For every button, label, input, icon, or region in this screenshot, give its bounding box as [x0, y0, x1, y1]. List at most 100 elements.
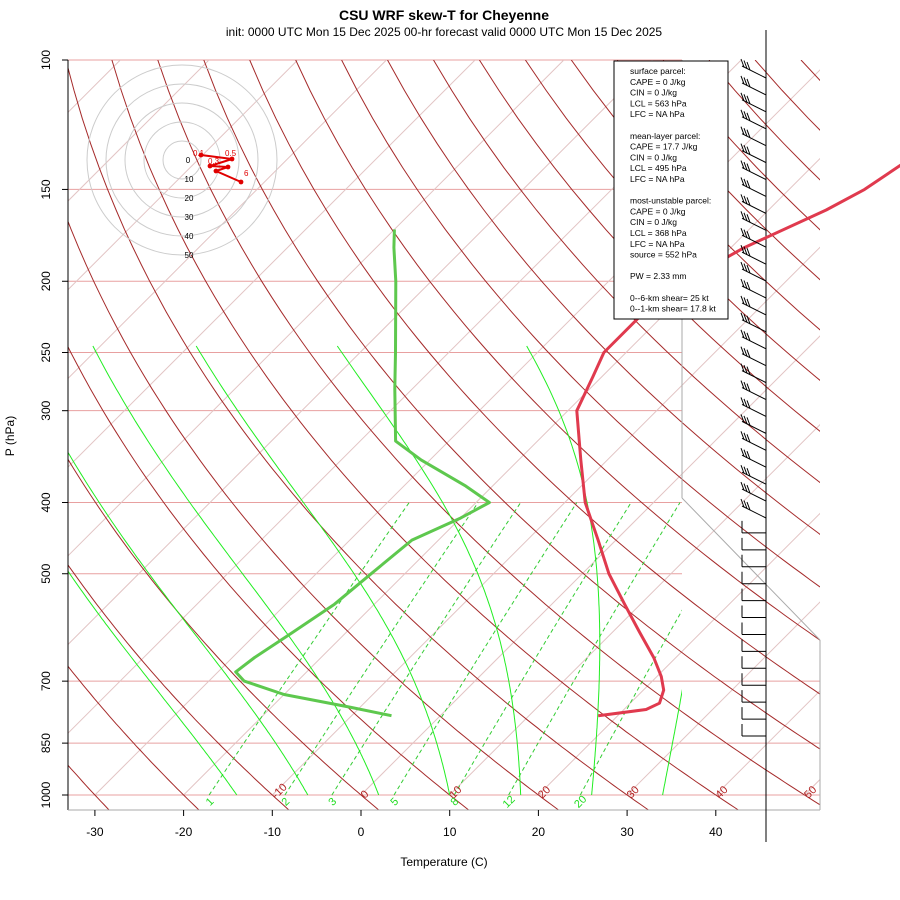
- wind-barb: [740, 58, 767, 79]
- wind-barb-staff: [741, 336, 767, 350]
- wind-barb: [741, 656, 766, 669]
- wind-barb-staff: [741, 251, 767, 265]
- wind-barb-flag: [746, 484, 751, 494]
- wind-barb-staff: [741, 404, 767, 417]
- wind-barb: [740, 448, 767, 468]
- dry-adiabat: [68, 65, 650, 810]
- isotherm-label: 20: [536, 784, 553, 801]
- dry-adiabat: [754, 60, 820, 131]
- wind-barb-staff: [741, 319, 767, 333]
- wind-barb-staff: [741, 65, 767, 79]
- wind-barb-flag: [746, 383, 751, 392]
- y-tick-label: 250: [39, 342, 53, 362]
- hodograph-point: [225, 164, 231, 170]
- dry-adiabat-lines: [68, 60, 820, 810]
- stats-line: 0--6-km shear= 25 kt: [630, 293, 709, 303]
- wind-barb-flag: [743, 415, 748, 425]
- isotherm-label: -10: [270, 781, 290, 801]
- dewpoint-trace: [234, 229, 491, 718]
- wind-barb-flag: [746, 467, 751, 477]
- wind-barb-flag: [740, 431, 745, 440]
- wind-barb: [740, 329, 767, 350]
- wind-barb-flag: [746, 112, 751, 121]
- hodograph: 0 10 20 30 40 50 0.1 0.5 0.3 6: [86, 64, 278, 260]
- wind-barb-flag: [743, 364, 748, 374]
- wind-barb-flag: [740, 177, 745, 186]
- y-tick-label: 300: [39, 400, 53, 420]
- hodograph-ring-label: 30: [185, 213, 194, 222]
- wind-barb: [741, 571, 766, 585]
- hodograph-ring: [86, 64, 278, 256]
- wind-barb: [740, 397, 767, 417]
- hodograph-trace: [200, 154, 242, 183]
- isotherm-line: [68, 60, 210, 202]
- wind-barb-flag: [743, 466, 748, 475]
- mixing-ratio-line: [508, 502, 681, 796]
- isotherm-line: [68, 60, 121, 114]
- mixing-ratio-label: 12: [501, 793, 518, 810]
- x-tick-label: -10: [264, 825, 282, 839]
- isotherm-line: [68, 60, 299, 291]
- wind-barb-flag: [740, 92, 745, 102]
- hodograph-ring-label: 20: [185, 194, 194, 203]
- wind-barb-flag: [743, 331, 748, 340]
- wind-barb: [740, 261, 767, 282]
- y-tick-label: 100: [39, 50, 53, 70]
- wind-barb: [741, 622, 766, 635]
- wind-barb-flag: [743, 128, 748, 137]
- moist-adiabat: [336, 345, 522, 796]
- stats-line: LCL = 495 hPa: [630, 163, 687, 173]
- dry-adiabat: [341, 60, 820, 588]
- y-tick-label: 500: [39, 563, 53, 583]
- y-tick-label: 400: [39, 492, 53, 512]
- wind-barb-flag: [740, 244, 745, 254]
- isotherm-label: 30: [625, 784, 642, 801]
- stats-line: LCL = 563 hPa: [630, 98, 687, 108]
- wind-barb-flag: [746, 146, 751, 155]
- wind-barb: [740, 228, 767, 248]
- stats-line: CIN = 0 J/kg: [630, 152, 677, 162]
- wind-barb-flag: [743, 314, 748, 323]
- wind-barb: [740, 363, 767, 384]
- wind-barb-staff: [741, 488, 767, 502]
- wind-barb: [740, 295, 767, 316]
- hodograph-ring: [162, 140, 202, 180]
- wind-barb-flag: [746, 501, 751, 511]
- isotherm-line: [68, 60, 565, 557]
- wind-barb-staff: [741, 268, 767, 282]
- stats-line: CIN = 0 J/kg: [630, 217, 677, 227]
- wind-barb-flag: [740, 261, 745, 271]
- wind-barb-staff: [741, 217, 767, 231]
- hodograph-point-label: 6: [244, 169, 249, 178]
- stats-line: mean-layer parcel:: [630, 131, 700, 141]
- isotherm-line: [626, 601, 820, 796]
- dry-adiabat: [295, 60, 820, 641]
- x-tick-label: 0: [358, 825, 365, 839]
- wind-barb: [741, 724, 766, 737]
- hodograph-point: [213, 168, 219, 174]
- x-tick-label: 10: [443, 825, 457, 839]
- wind-barb-flag: [743, 246, 748, 255]
- wind-barb-staff: [741, 184, 767, 197]
- wind-barb-flag: [743, 449, 748, 458]
- moist-adiabat: [195, 345, 451, 796]
- mixing-ratio-lines: [208, 502, 682, 796]
- y-tick-label: 850: [39, 733, 53, 753]
- sounding-traces: [234, 163, 900, 718]
- hodograph-point-label: 0.1: [193, 149, 205, 158]
- mixing-ratio-line: [453, 502, 632, 796]
- wind-barb: [740, 312, 767, 333]
- dry-adiabat: [157, 60, 820, 806]
- wind-barb: [740, 464, 767, 485]
- moist-adiabat-lines: [68, 345, 682, 796]
- wind-barb-flag: [740, 109, 745, 118]
- wind-barb-flag: [743, 483, 748, 492]
- hodograph-point: [229, 156, 235, 162]
- x-tick-label: -30: [86, 825, 104, 839]
- wind-barb-staff: [741, 370, 767, 384]
- wind-barb-flag: [743, 94, 748, 103]
- wind-barb: [741, 605, 766, 619]
- wind-barb-flag: [746, 197, 751, 206]
- hodograph-point-label: 0.5: [225, 149, 237, 158]
